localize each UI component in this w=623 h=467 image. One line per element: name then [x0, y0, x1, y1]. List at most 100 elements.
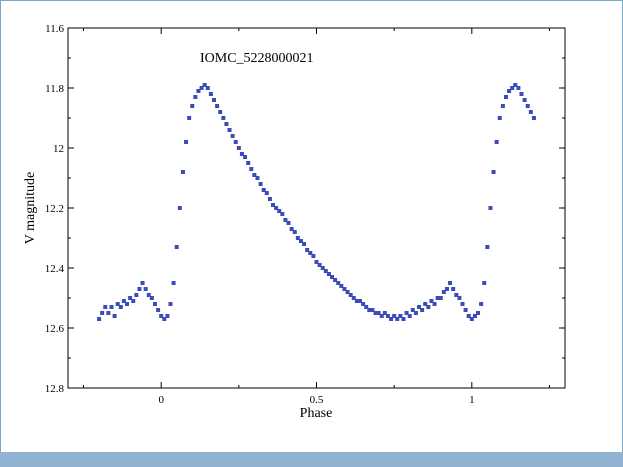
data-point [330, 275, 335, 279]
data-point [373, 311, 378, 315]
data-point [457, 296, 462, 300]
data-point [106, 311, 111, 315]
data-point [184, 140, 189, 144]
data-point [143, 287, 148, 291]
data-point [100, 311, 105, 315]
data-point [333, 278, 338, 282]
y-tick-label: 12.2 [45, 203, 64, 215]
data-point [165, 314, 170, 318]
data-point [401, 317, 406, 321]
data-point [196, 89, 201, 93]
data-point [283, 218, 288, 222]
data-point [497, 116, 502, 120]
data-point [180, 170, 185, 174]
data-point [435, 296, 440, 300]
data-point [125, 302, 130, 306]
data-point [249, 167, 254, 171]
data-point [103, 305, 108, 309]
data-point [286, 221, 291, 225]
data-point [376, 311, 381, 315]
data-point [479, 302, 484, 306]
data-point [357, 299, 362, 303]
data-point [361, 302, 366, 306]
data-point [342, 287, 347, 291]
data-point [140, 281, 145, 285]
data-point [510, 86, 515, 90]
data-point [438, 296, 443, 300]
data-point [460, 302, 465, 306]
data-point [205, 86, 210, 90]
data-point [320, 266, 325, 270]
data-point [516, 86, 521, 90]
data-point [432, 302, 437, 306]
data-point [215, 104, 220, 108]
data-points [97, 83, 536, 321]
data-point [463, 308, 468, 312]
data-point [162, 317, 167, 321]
data-point [271, 203, 276, 207]
data-point [230, 134, 235, 138]
data-point [115, 302, 120, 306]
data-point [345, 290, 350, 294]
data-point [311, 254, 316, 258]
data-point [513, 83, 518, 87]
data-point [168, 302, 173, 306]
data-point [441, 290, 446, 294]
chart-title: IOMC_5228000021 [200, 51, 314, 66]
data-point [410, 308, 415, 312]
y-tick-label: 11.6 [45, 23, 64, 35]
data-point [531, 116, 536, 120]
data-point [190, 104, 195, 108]
data-point [525, 104, 530, 108]
data-point [246, 161, 251, 165]
data-point [292, 230, 297, 234]
data-point [218, 110, 223, 114]
data-point [255, 176, 260, 180]
data-point [227, 128, 232, 132]
data-point [152, 302, 157, 306]
data-point [243, 155, 248, 159]
data-point [193, 95, 198, 99]
data-point [280, 212, 285, 216]
data-point [336, 281, 341, 285]
data-point [370, 308, 375, 312]
data-point [261, 188, 266, 192]
data-point [488, 206, 493, 210]
data-point [339, 284, 344, 288]
data-point [236, 146, 241, 150]
data-point [156, 308, 161, 312]
data-point [379, 314, 384, 318]
data-point [128, 296, 133, 300]
data-point [389, 317, 394, 321]
data-point [258, 182, 263, 186]
data-point [171, 281, 176, 285]
y-axis-label: V magnitude [23, 172, 38, 244]
data-point [404, 311, 409, 315]
x-tick-label: 0.5 [310, 394, 324, 406]
data-point [159, 314, 164, 318]
data-point [317, 263, 322, 267]
data-point [420, 308, 425, 312]
data-point [211, 98, 216, 102]
data-point [264, 191, 269, 195]
data-point [134, 293, 139, 297]
data-point [323, 269, 328, 273]
data-point [289, 227, 294, 231]
data-point [177, 206, 182, 210]
data-point [417, 305, 422, 309]
data-point [494, 140, 499, 144]
data-point [507, 89, 512, 93]
data-point [426, 305, 431, 309]
data-point [528, 110, 533, 114]
data-point [112, 314, 117, 318]
data-point [398, 314, 403, 318]
y-tick-label: 12.4 [45, 263, 65, 275]
data-point [522, 98, 527, 102]
data-point [451, 287, 456, 291]
data-point [305, 248, 310, 252]
data-point [407, 314, 412, 318]
data-point [491, 170, 496, 174]
data-point [239, 152, 244, 156]
